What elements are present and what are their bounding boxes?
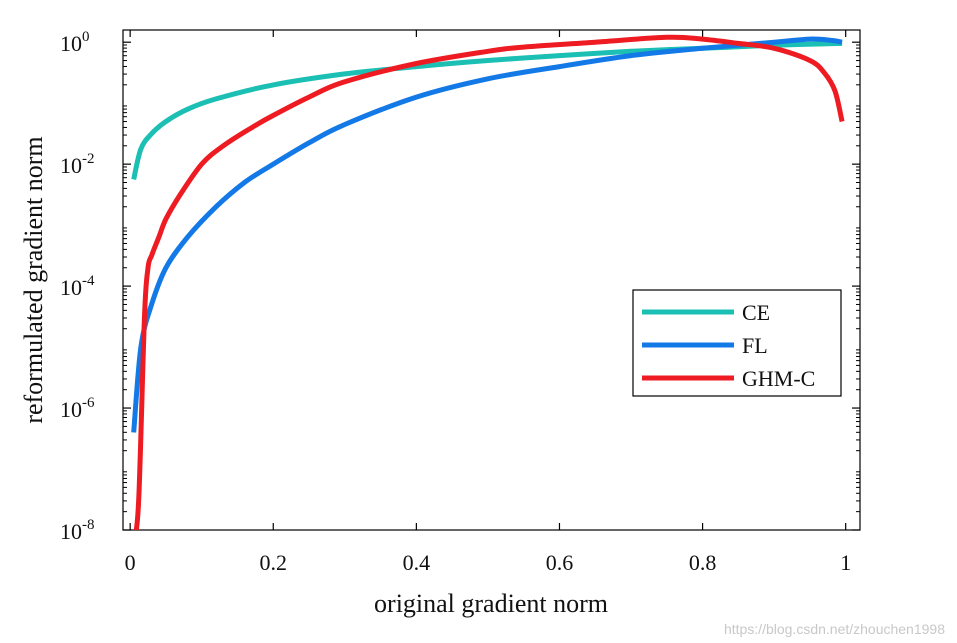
series-layer bbox=[131, 34, 845, 530]
x-tick-labels: 0 0.2 0.4 0.6 0.8 1 bbox=[125, 550, 852, 575]
minor-ticks bbox=[123, 44, 860, 513]
y-axis-label: reformulated gradient norm bbox=[19, 136, 48, 423]
series-line-ghm-c bbox=[133, 34, 845, 530]
legend: CE FL GHM-C bbox=[632, 289, 842, 397]
y-tick-label: 10-8 bbox=[60, 517, 95, 544]
y-tick-labels: 100 10-2 10-4 10-6 10-8 bbox=[60, 29, 95, 544]
y-tick-label: 10-2 bbox=[60, 151, 95, 178]
legend-label-fl: FL bbox=[742, 333, 768, 358]
x-tick-label: 0.2 bbox=[260, 550, 288, 575]
plot-area bbox=[122, 29, 861, 531]
x-tick-label: 0.4 bbox=[403, 550, 431, 575]
x-tick-label: 0.6 bbox=[546, 550, 574, 575]
y-tick-label: 10-4 bbox=[60, 273, 95, 300]
watermark: https://blog.csdn.net/zhouchen1998 bbox=[723, 621, 945, 637]
major-ticks bbox=[123, 30, 860, 531]
x-tick-label: 1 bbox=[840, 550, 851, 575]
x-tick-label: 0 bbox=[125, 550, 136, 575]
x-tick-label: 0.8 bbox=[689, 550, 717, 575]
legend-label-ce: CE bbox=[742, 300, 770, 325]
legend-label-ghm-c: GHM-C bbox=[742, 366, 815, 391]
y-tick-label: 100 bbox=[60, 29, 90, 56]
x-axis-label: original gradient norm bbox=[374, 589, 608, 618]
series-line-fl bbox=[131, 36, 843, 433]
y-tick-label: 10-6 bbox=[60, 395, 95, 422]
